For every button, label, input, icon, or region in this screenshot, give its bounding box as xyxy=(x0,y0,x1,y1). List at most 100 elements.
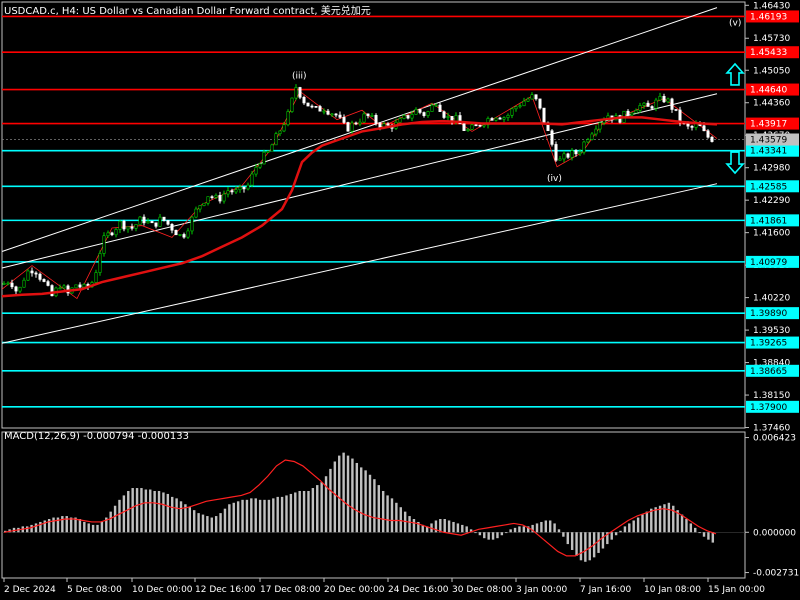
macd-histogram-bar xyxy=(105,517,108,533)
candle-body xyxy=(190,216,194,232)
macd-histogram-bar xyxy=(667,502,671,533)
resistance-level-label: 1.45433 xyxy=(750,48,787,58)
price-tick-label: 1.42290 xyxy=(753,196,790,206)
macd-histogram-bar xyxy=(166,493,170,533)
current-price-label: 1.43579 xyxy=(750,135,787,145)
candle-body xyxy=(670,98,674,110)
macd-plot-area[interactable] xyxy=(2,452,745,562)
macd-histogram-bar xyxy=(606,532,609,545)
time-tick-label: 15 Jan 00:00 xyxy=(708,585,765,595)
candle-body xyxy=(666,98,670,103)
macd-histogram-bar xyxy=(360,467,363,533)
support-level-tag xyxy=(746,307,799,320)
candle-body xyxy=(530,94,534,100)
macd-histogram-bar xyxy=(694,527,697,533)
macd-histogram-bar xyxy=(434,520,438,533)
macd-histogram-bar xyxy=(513,527,517,533)
time-tick-label: 30 Dec 08:00 xyxy=(452,585,513,595)
candle-body xyxy=(278,130,282,134)
macd-histogram-bar xyxy=(518,526,521,533)
macd-histogram-bar xyxy=(30,524,33,533)
candle-body xyxy=(542,107,546,123)
candle-body xyxy=(318,106,322,112)
candle-body xyxy=(594,128,598,135)
candle-body xyxy=(246,184,250,190)
candle-body xyxy=(474,124,478,127)
candle-body xyxy=(294,87,298,99)
candle-body xyxy=(262,151,266,165)
candle-body xyxy=(470,124,474,130)
macd-histogram-bar xyxy=(61,516,64,533)
macd-histogram-bar xyxy=(324,476,328,533)
candle-body xyxy=(534,94,538,100)
macd-histogram-bar xyxy=(245,499,249,533)
candle-body xyxy=(646,102,650,107)
candle-body xyxy=(94,272,98,283)
macd-histogram-bar xyxy=(83,521,86,533)
candle-body xyxy=(674,109,678,111)
candle-body xyxy=(574,150,578,155)
candle-body xyxy=(706,130,710,138)
macd-histogram-bar xyxy=(408,516,411,533)
current-price-tag xyxy=(746,133,799,146)
macd-histogram-bar xyxy=(505,532,508,534)
macd-histogram-bar xyxy=(91,524,95,533)
candle-body xyxy=(10,282,14,288)
macd-histogram-bar xyxy=(381,490,385,533)
candle-body xyxy=(494,117,498,121)
macd-histogram-bar xyxy=(316,485,319,533)
macd-histogram-bar xyxy=(685,519,688,533)
macd-histogram-bar xyxy=(562,532,565,537)
candle-body xyxy=(138,216,142,225)
macd-histogram-bar xyxy=(254,498,257,533)
candle-body xyxy=(350,122,354,132)
candle-body xyxy=(570,150,574,158)
time-axis: 2 Dec 2024 5 Dec 08:00 10 Dec 00:00 12 Dec … xyxy=(3,578,765,595)
macd-histogram-bar xyxy=(447,520,451,533)
candle-body xyxy=(366,113,370,116)
candle-body xyxy=(170,223,174,231)
candle-body xyxy=(174,229,178,236)
macd-histogram-bar xyxy=(487,532,490,540)
macd-histogram-bar xyxy=(338,455,341,533)
time-tick-label: 5 Dec 08:00 xyxy=(67,585,122,595)
candle-body xyxy=(438,104,442,112)
macd-histogram-bar xyxy=(373,479,376,533)
macd-histogram-bar xyxy=(491,532,495,540)
macd-histogram-bar xyxy=(676,510,679,533)
candle-body xyxy=(106,232,110,237)
candle-body xyxy=(30,270,34,274)
price-tick-label: 1.45730 xyxy=(753,34,790,44)
macd-histogram-bar xyxy=(483,532,486,539)
macd-histogram-bar xyxy=(399,507,402,533)
macd-histogram-bar xyxy=(439,519,442,533)
candle-body xyxy=(346,122,350,132)
macd-histogram-bar xyxy=(377,485,380,533)
candle-body xyxy=(306,102,310,107)
candle-body xyxy=(526,98,530,102)
macd-histogram-bar xyxy=(544,520,548,533)
candle-body xyxy=(490,118,494,121)
candle-body xyxy=(482,124,486,127)
candle-body xyxy=(370,114,374,117)
candle-body xyxy=(426,111,430,116)
candle-body xyxy=(34,272,38,275)
price-tick-label: 1.38840 xyxy=(753,359,790,369)
candle-body xyxy=(590,133,594,140)
candle-body xyxy=(114,229,118,236)
macd-histogram-bar xyxy=(698,532,701,534)
main-plot-area[interactable]: (iii) (iv) (v) xyxy=(1,7,745,408)
trend-channel-line xyxy=(1,7,718,252)
candle-body xyxy=(558,158,562,161)
candle-body xyxy=(518,105,522,108)
candle-body xyxy=(62,285,66,289)
candle-body xyxy=(122,220,126,230)
candle-body xyxy=(630,112,634,116)
macd-histogram-bar xyxy=(610,532,613,540)
candle-body xyxy=(406,115,410,119)
macd-histogram-bar xyxy=(614,532,618,536)
candle-body xyxy=(510,108,514,116)
macd-histogram-bar xyxy=(113,505,117,533)
macd-histogram-bar xyxy=(47,519,51,533)
macd-histogram-bar xyxy=(100,521,104,533)
